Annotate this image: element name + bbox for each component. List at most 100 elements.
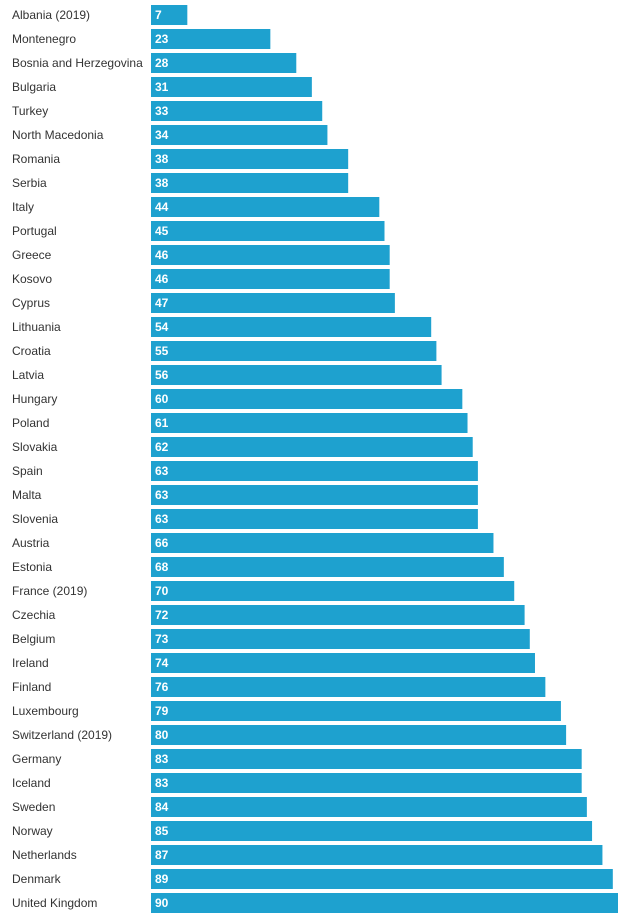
value-label: 68 [155,560,169,574]
value-label: 72 [155,608,169,622]
value-label: 80 [155,728,169,742]
value-label: 46 [155,272,169,286]
bar[interactable] [151,389,463,409]
bar[interactable] [151,77,312,97]
value-label: 34 [155,128,169,142]
category-label: Albania (2019) [12,8,90,22]
value-label: 89 [155,872,169,886]
value-label: 62 [155,440,169,454]
bar[interactable] [151,797,587,817]
category-label: Bulgaria [12,80,56,94]
bar[interactable] [151,869,613,889]
value-label: 63 [155,464,169,478]
value-label: 85 [155,824,169,838]
category-label: Greece [12,248,52,262]
category-label: Montenegro [12,32,76,46]
bar[interactable] [151,509,478,529]
category-label: Slovenia [12,512,58,526]
bar[interactable] [151,845,603,865]
category-label: Czechia [12,608,56,622]
value-label: 38 [155,152,169,166]
category-label: Malta [12,488,42,502]
category-label: Belgium [12,632,55,646]
value-label: 61 [155,416,169,430]
bar[interactable] [151,725,567,745]
bar[interactable] [151,269,390,289]
category-label: United Kingdom [12,896,97,910]
bar[interactable] [151,557,504,577]
bar[interactable] [151,749,582,769]
bar[interactable] [151,629,530,649]
value-label: 45 [155,224,169,238]
bar[interactable] [151,533,494,553]
bar[interactable] [151,653,535,673]
category-label: Ireland [12,656,49,670]
value-label: 47 [155,296,169,310]
value-label: 7 [155,8,162,22]
value-label: 44 [155,200,169,214]
value-label: 87 [155,848,169,862]
category-label: Portugal [12,224,57,238]
bar[interactable] [151,245,390,265]
value-label: 76 [155,680,169,694]
category-label: Norway [12,824,53,838]
bar[interactable] [151,461,478,481]
category-label: Germany [12,752,61,766]
bar[interactable] [151,125,328,145]
bar[interactable] [151,485,478,505]
category-label: Kosovo [12,272,52,286]
value-label: 79 [155,704,169,718]
category-label: Turkey [12,104,48,118]
bar[interactable] [151,173,349,193]
value-label: 73 [155,632,169,646]
category-label: North Macedonia [12,128,104,142]
bar[interactable] [151,317,432,337]
category-label: Luxembourg [12,704,79,718]
category-label: Bosnia and Herzegovina [12,56,143,70]
bar[interactable] [151,53,297,73]
category-label: Austria [12,536,50,550]
value-label: 83 [155,776,169,790]
category-label: Italy [12,200,34,214]
bar[interactable] [151,197,380,217]
category-label: Lithuania [12,320,61,334]
bar[interactable] [151,29,271,49]
bar[interactable] [151,605,525,625]
bar[interactable] [151,221,385,241]
category-label: Latvia [12,368,44,382]
bar[interactable] [151,413,468,433]
value-label: 23 [155,32,169,46]
category-label: Switzerland (2019) [12,728,112,742]
category-label: France (2019) [12,584,87,598]
value-label: 28 [155,56,169,70]
category-label: Hungary [12,392,57,406]
bar[interactable] [151,893,618,913]
bar[interactable] [151,677,546,697]
bar[interactable] [151,581,515,601]
bar[interactable] [151,5,188,25]
category-label: Cyprus [12,296,50,310]
category-label: Estonia [12,560,52,574]
category-label: Poland [12,416,49,430]
bar[interactable] [151,701,561,721]
bar[interactable] [151,773,582,793]
value-label: 74 [155,656,169,670]
category-label: Denmark [12,872,62,886]
value-label: 54 [155,320,169,334]
value-label: 83 [155,752,169,766]
value-label: 56 [155,368,169,382]
bar[interactable] [151,365,442,385]
value-label: 90 [155,896,169,910]
bar[interactable] [151,437,473,457]
value-label: 31 [155,80,169,94]
value-label: 66 [155,536,169,550]
value-label: 84 [155,800,169,814]
bar[interactable] [151,149,349,169]
value-label: 60 [155,392,169,406]
bar[interactable] [151,341,437,361]
bar[interactable] [151,821,593,841]
bar[interactable] [151,293,395,313]
bar[interactable] [151,101,323,121]
value-label: 63 [155,488,169,502]
